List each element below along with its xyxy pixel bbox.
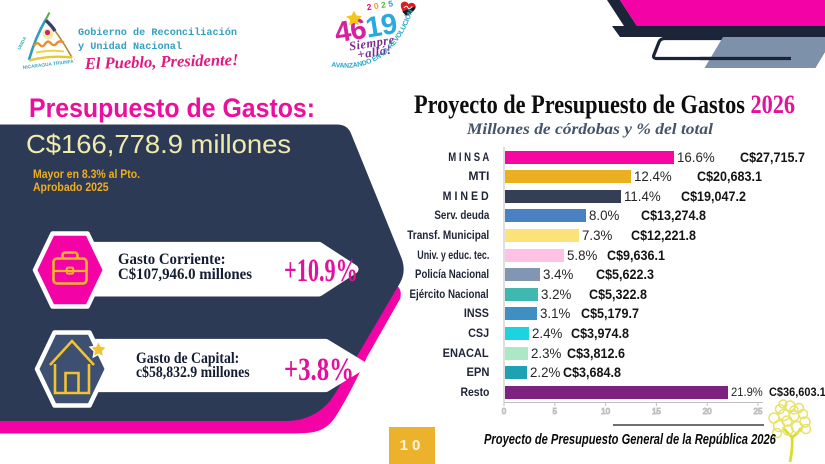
svg-text:20: 20 bbox=[703, 407, 712, 416]
svg-text:+allá!: +allá! bbox=[356, 43, 392, 62]
svg-text:Gobierno de Reconciliación: Gobierno de Reconciliación bbox=[78, 27, 237, 39]
svg-text:5: 5 bbox=[553, 407, 558, 416]
svg-text:10: 10 bbox=[601, 407, 610, 416]
svg-text:y Unidad Nacional: y Unidad Nacional bbox=[78, 41, 182, 53]
svg-text:0: 0 bbox=[502, 407, 507, 416]
svg-text:15: 15 bbox=[652, 407, 661, 416]
svg-text:25: 25 bbox=[754, 407, 763, 416]
svg-text:El Pueblo, Presidente!: El Pueblo, Presidente! bbox=[84, 50, 239, 73]
svg-text:2025: 2025 bbox=[366, 0, 396, 12]
svg-text:UNIDA: UNIDA bbox=[16, 35, 27, 50]
